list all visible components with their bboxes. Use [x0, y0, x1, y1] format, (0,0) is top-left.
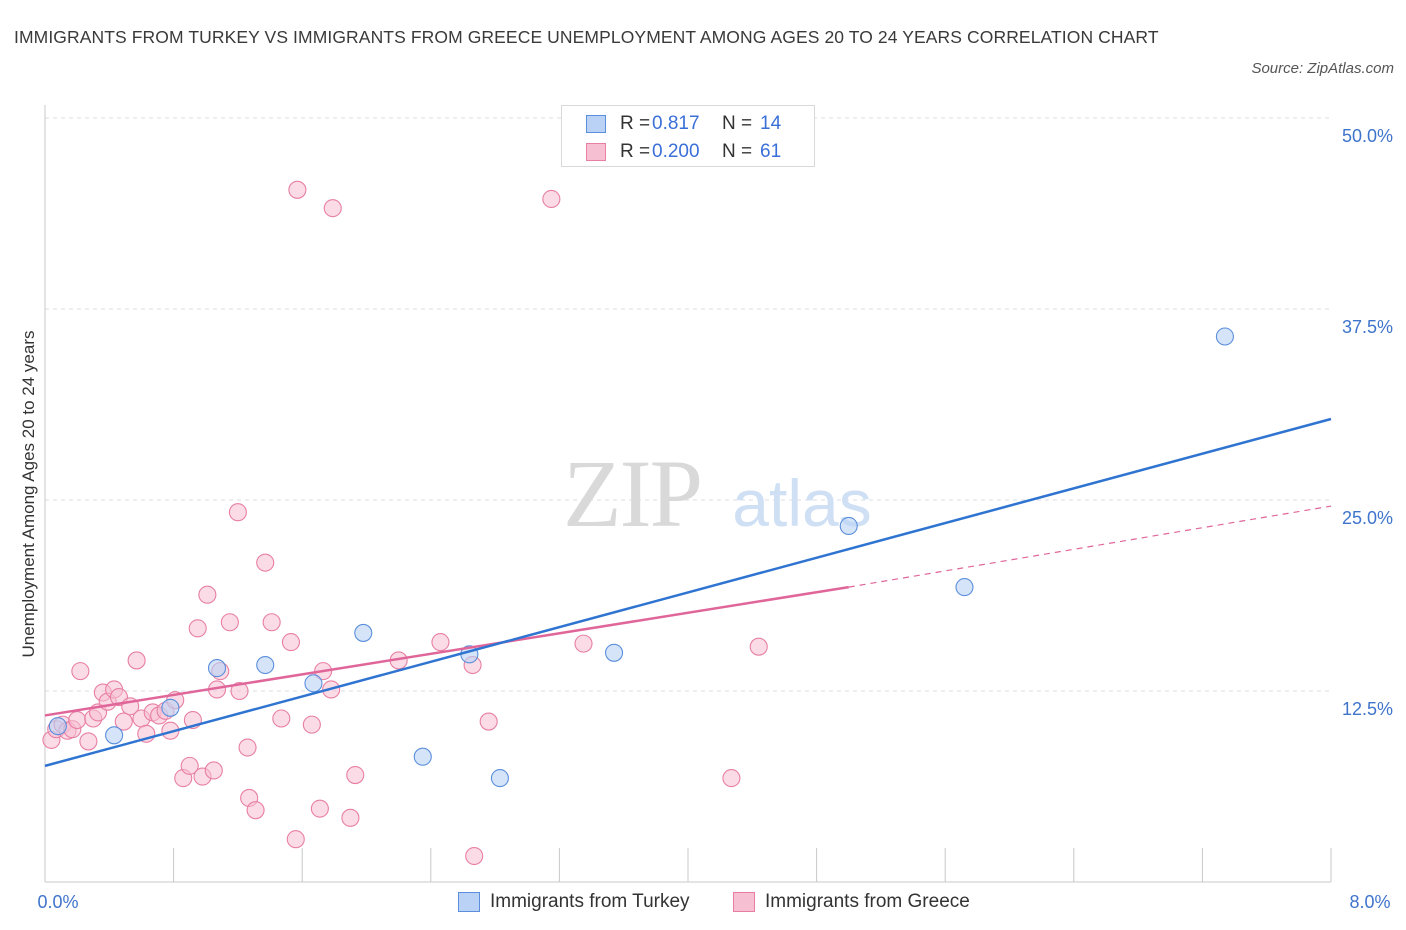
greece-point[interactable] — [431, 633, 450, 652]
turkey-point[interactable] — [605, 643, 624, 662]
turkey-point[interactable] — [354, 623, 373, 642]
turkey-point[interactable] — [955, 578, 974, 597]
greece-trend-extension — [848, 505, 1332, 588]
greece-point[interactable] — [288, 180, 307, 199]
greece-point[interactable] — [286, 830, 305, 849]
y-axis-label: Unemployment Among Ages 20 to 24 years — [19, 331, 38, 658]
greece-point[interactable] — [749, 637, 768, 656]
greece-point[interactable] — [238, 738, 257, 757]
turkey-r-value: 0.817 — [652, 113, 700, 134]
turkey-n-label: N = — [722, 113, 753, 134]
watermark-zip: ZIP — [563, 440, 701, 547]
x-tick-label-min: 0.0% — [37, 892, 78, 912]
y-tick-labels: 12.5% 25.0% 37.5% 50.0% — [1342, 126, 1393, 719]
turkey-legend-swatch — [458, 892, 480, 912]
greece-trend-line — [44, 585, 849, 717]
greece-r-value: 0.200 — [652, 141, 700, 162]
turkey-point[interactable] — [839, 516, 858, 536]
turkey-point[interactable] — [256, 655, 275, 675]
greece-point[interactable] — [341, 808, 360, 827]
turkey-point[interactable] — [1215, 327, 1234, 346]
greece-n-label: N = — [722, 141, 753, 162]
greece-point[interactable] — [188, 619, 207, 638]
turkey-point[interactable] — [490, 769, 509, 788]
chart-title: IMMIGRANTS FROM TURKEY VS IMMIGRANTS FRO… — [14, 27, 1159, 47]
greece-point[interactable] — [220, 613, 239, 632]
greece-point[interactable] — [180, 756, 199, 775]
greece-point[interactable] — [228, 503, 247, 522]
y-tick-label: 12.5% — [1342, 699, 1393, 719]
greece-swatch — [586, 143, 606, 161]
turkey-trend-line — [44, 417, 1332, 768]
greece-legend-swatch — [733, 892, 755, 912]
turkey-point[interactable] — [304, 674, 323, 693]
turkey-point[interactable] — [207, 659, 227, 678]
series-legend: Immigrants from Turkey Immigrants from G… — [0, 889, 1406, 915]
turkey-point[interactable] — [161, 698, 180, 717]
greece-point[interactable] — [230, 681, 249, 701]
trend-lines — [44, 417, 1332, 768]
greece-point[interactable] — [127, 651, 146, 670]
legend-item-turkey[interactable]: Immigrants from Turkey — [458, 889, 690, 915]
greece-point[interactable] — [722, 769, 741, 788]
greece-point[interactable] — [323, 199, 342, 218]
y-tick-label: 37.5% — [1342, 317, 1393, 337]
y-tick-label: 25.0% — [1342, 508, 1393, 528]
watermark: ZIP atlas — [563, 440, 872, 547]
turkey-point[interactable] — [413, 747, 432, 766]
turkey-r-label: R = — [620, 113, 651, 134]
turkey-swatch — [586, 115, 606, 133]
greece-point[interactable] — [281, 633, 300, 652]
x-axis-ticks — [173, 848, 1332, 882]
greece-point[interactable] — [574, 634, 593, 653]
y-tick-label: 50.0% — [1342, 126, 1393, 146]
greece-point[interactable] — [71, 662, 90, 681]
greece-point[interactable] — [479, 712, 498, 731]
legend-item-greece[interactable]: Immigrants from Greece — [733, 889, 970, 915]
grid-lines — [45, 117, 1331, 692]
greece-point[interactable] — [310, 799, 329, 818]
greece-point[interactable] — [79, 732, 98, 751]
greece-legend-label: Immigrants from Greece — [765, 891, 970, 912]
greece-point[interactable] — [465, 846, 484, 866]
turkey-legend-label: Immigrants from Turkey — [490, 891, 690, 912]
turkey-n-value: 14 — [760, 113, 782, 134]
greece-point[interactable] — [198, 585, 217, 604]
x-tick-label-max: 8.0% — [1349, 892, 1390, 912]
greece-point[interactable] — [302, 715, 321, 734]
greece-point[interactable] — [204, 761, 223, 780]
greece-r-label: R = — [620, 141, 651, 162]
turkey-point[interactable] — [105, 726, 124, 745]
turkey-points — [48, 327, 1234, 788]
legend-row-greece: R = 0.200 N = 61 — [586, 140, 781, 164]
greece-point[interactable] — [68, 710, 87, 730]
greece-n-value: 61 — [760, 141, 782, 162]
greece-point[interactable] — [114, 712, 133, 731]
greece-point[interactable] — [246, 801, 265, 820]
turkey-point[interactable] — [48, 717, 67, 736]
greece-point[interactable] — [256, 553, 275, 572]
legend-row-turkey: R = 0.817 N = 14 — [586, 112, 781, 136]
greece-point[interactable] — [262, 613, 281, 632]
source-credit: Source: ZipAtlas.com — [1251, 60, 1394, 77]
stats-legend: R = 0.817 N = 14 R = 0.200 N = 61 — [561, 105, 815, 167]
greece-point[interactable] — [272, 709, 291, 728]
greece-point[interactable] — [346, 765, 365, 785]
greece-point[interactable] — [542, 189, 561, 209]
